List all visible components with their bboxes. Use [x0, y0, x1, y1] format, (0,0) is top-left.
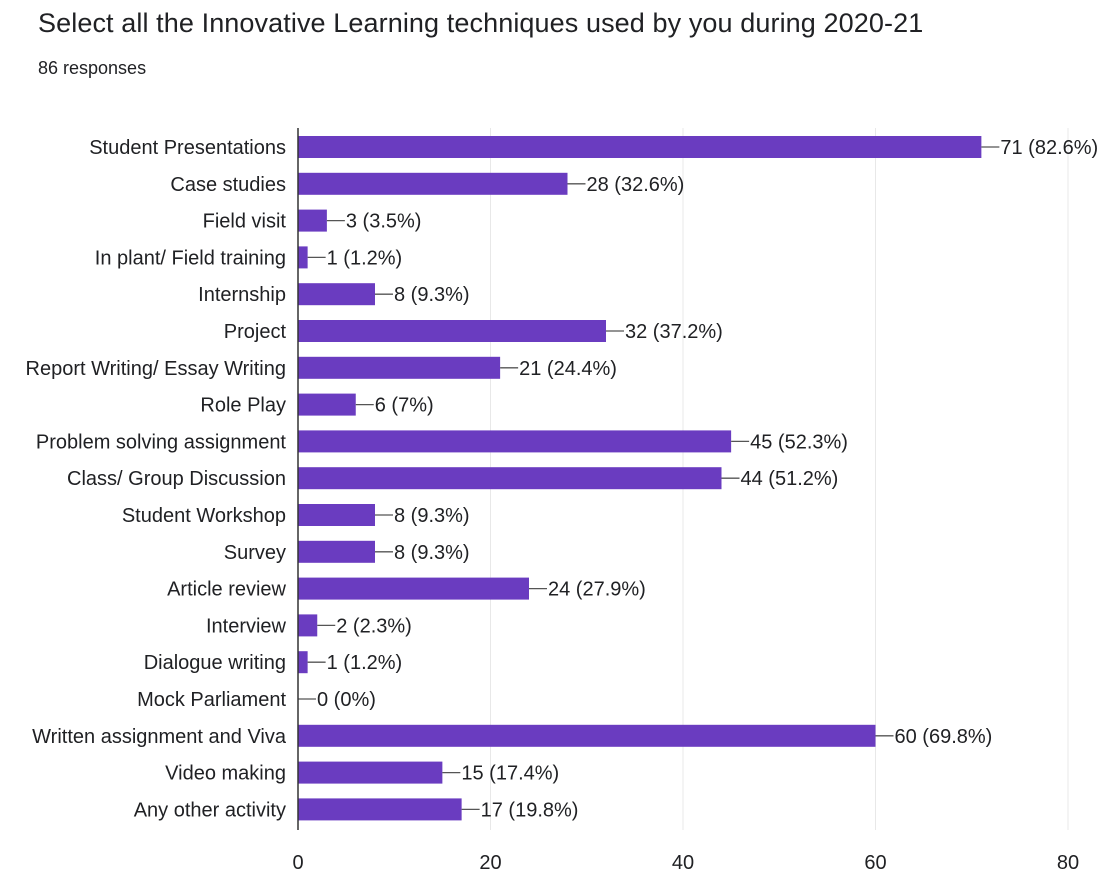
x-tick-label: 20	[479, 852, 501, 874]
category-label: Project	[224, 321, 287, 343]
category-label: Student Presentations	[89, 137, 286, 159]
x-tick-label: 0	[292, 852, 303, 874]
bar	[298, 504, 375, 526]
chart-title: Select all the Innovative Learning techn…	[38, 8, 924, 38]
data-label: 17 (19.8%)	[481, 799, 579, 821]
data-label: 2 (2.3%)	[336, 615, 412, 637]
bar	[298, 651, 308, 674]
category-label: Role Play	[200, 395, 286, 417]
data-label: 24 (27.9%)	[548, 579, 646, 601]
data-label: 8 (9.3%)	[394, 505, 470, 527]
category-label: Interview	[206, 615, 287, 637]
data-label: 1 (1.2%)	[327, 247, 403, 269]
bar	[298, 136, 982, 158]
category-label: Survey	[224, 542, 286, 564]
category-label: Written assignment and Viva	[32, 726, 287, 748]
bar	[298, 356, 501, 379]
data-label: 15 (17.4%)	[461, 763, 559, 785]
category-label: Field visit	[203, 211, 287, 233]
x-tick-label: 60	[864, 852, 886, 874]
bar	[298, 172, 568, 195]
category-label: Problem solving assignment	[36, 431, 287, 453]
x-tick-label: 80	[1057, 852, 1079, 874]
bar	[298, 724, 876, 747]
data-label: 8 (9.3%)	[394, 284, 470, 306]
data-label: 8 (9.3%)	[394, 542, 470, 564]
bar	[298, 283, 375, 306]
bar	[298, 393, 356, 416]
bar	[298, 761, 443, 784]
bar	[298, 209, 327, 232]
category-label: Mock Parliament	[137, 689, 286, 711]
category-label: Case studies	[170, 174, 286, 196]
category-label: Any other activity	[134, 799, 286, 821]
data-label: 32 (37.2%)	[625, 321, 723, 343]
bar	[298, 798, 462, 821]
data-label: 3 (3.5%)	[346, 211, 422, 233]
data-label: 28 (32.6%)	[587, 174, 685, 196]
data-label: 45 (52.3%)	[750, 431, 848, 453]
x-tick-label: 40	[672, 852, 694, 874]
category-label: Report Writing/ Essay Writing	[26, 358, 286, 380]
bar	[298, 467, 722, 490]
bar	[298, 246, 308, 269]
data-label: 6 (7%)	[375, 395, 434, 417]
category-label: Dialogue writing	[144, 652, 286, 674]
bar	[298, 614, 318, 637]
data-label: 60 (69.8%)	[895, 726, 993, 748]
data-label: 1 (1.2%)	[327, 652, 403, 674]
category-label: In plant/ Field training	[95, 247, 286, 269]
data-label: 21 (24.4%)	[519, 358, 617, 380]
category-label: Video making	[165, 763, 286, 785]
data-label: 44 (51.2%)	[741, 468, 839, 490]
bar	[298, 577, 529, 600]
category-label: Student Workshop	[122, 505, 286, 527]
category-label: Article review	[167, 579, 286, 601]
bar	[298, 540, 375, 563]
data-label: 71 (82.6%)	[1000, 137, 1098, 159]
data-label: 0 (0%)	[317, 689, 376, 711]
bar	[298, 320, 606, 342]
bar	[298, 430, 732, 453]
response-count: 86 responses	[38, 58, 147, 78]
category-label: Internship	[198, 284, 286, 306]
category-label: Class/ Group Discussion	[67, 468, 286, 490]
